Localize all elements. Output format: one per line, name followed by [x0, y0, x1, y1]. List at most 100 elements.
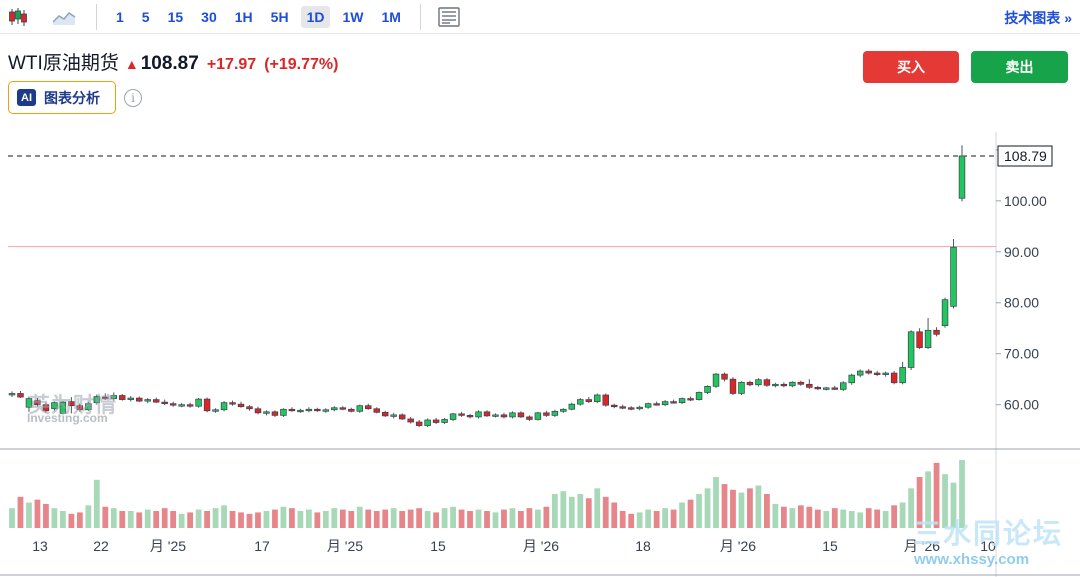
- timeframe-1h[interactable]: 1H: [234, 8, 253, 25]
- candle-body: [195, 398, 202, 407]
- candle-body: [627, 407, 635, 410]
- volume-bar: [390, 508, 397, 528]
- price-change: +17.97: [206, 56, 257, 73]
- timeframe-1m[interactable]: 1M: [381, 8, 401, 25]
- timeframe-1[interactable]: 1: [116, 8, 124, 25]
- volume-bar: [136, 512, 143, 528]
- volume-bar: [780, 506, 787, 528]
- candle-body: [492, 414, 499, 417]
- ai-badge-icon: AI: [17, 89, 36, 106]
- volume-bar: [356, 506, 363, 528]
- volume-bar: [339, 509, 346, 528]
- candle-body: [390, 414, 397, 417]
- toolbar-divider: [419, 3, 421, 30]
- volume-bar: [840, 509, 847, 528]
- timeframe-5h[interactable]: 5H: [270, 8, 289, 25]
- volume-bar: [255, 512, 261, 528]
- volume-bar: [43, 503, 49, 528]
- candle-body: [76, 405, 84, 411]
- ai-chart-analysis-button[interactable]: AI 图表分析: [8, 81, 116, 114]
- candle-body: [763, 379, 771, 386]
- technical-chart-link[interactable]: 技术图表 »: [1004, 10, 1072, 26]
- candlestick-chart-type-icon[interactable]: [4, 3, 32, 31]
- candle-body: [610, 404, 618, 408]
- timeframe-1d[interactable]: 1D: [300, 5, 331, 28]
- candle-body: [339, 407, 347, 410]
- candle-body: [356, 405, 364, 412]
- candle-body: [534, 412, 542, 420]
- candle-body: [746, 381, 754, 386]
- candle-body: [458, 413, 465, 416]
- volume-bar: [696, 494, 702, 528]
- volume-bar: [348, 511, 355, 528]
- timeframe-15[interactable]: 15: [167, 8, 184, 25]
- volume-bar: [187, 512, 194, 528]
- candle-body: [17, 393, 24, 398]
- buy-button[interactable]: 买入: [863, 51, 959, 83]
- candlesticks: [8, 145, 966, 428]
- volume-bar: [509, 508, 516, 528]
- candle-body: [670, 401, 677, 404]
- volume-bar: [399, 511, 406, 528]
- volume-bar: [831, 508, 838, 528]
- candle-body: [755, 379, 762, 386]
- volume-bar: [331, 508, 338, 528]
- volume-bar: [543, 506, 550, 528]
- candle-body: [127, 397, 134, 400]
- volume-bar: [246, 513, 253, 528]
- candle-body: [152, 399, 160, 403]
- volume-bar: [602, 496, 609, 528]
- volume-bar: [9, 508, 15, 528]
- candle-body: [186, 404, 194, 407]
- candle-body: [865, 370, 872, 374]
- candle-body: [169, 403, 177, 406]
- volume-bar: [60, 511, 66, 528]
- x-tick-label: 月 '25: [150, 538, 186, 554]
- area-chart-type-icon[interactable]: [50, 3, 78, 31]
- x-tick-label: 17: [254, 538, 270, 554]
- candle-body: [814, 386, 822, 390]
- candle-body: [704, 385, 711, 393]
- candle-body: [373, 408, 380, 413]
- volume-bar: [204, 511, 210, 528]
- sell-button[interactable]: 卖出: [971, 51, 1068, 83]
- volume-bar: [153, 511, 160, 528]
- candle-body: [594, 394, 601, 402]
- candle-body: [916, 331, 923, 348]
- instrument-header: WTI原油期货 ▲ 108.87 +17.97 (+19.77%): [8, 48, 338, 75]
- volume-bar: [704, 488, 711, 528]
- timeframe-5[interactable]: 5: [141, 8, 150, 25]
- info-icon[interactable]: i: [124, 89, 142, 107]
- candle-body: [661, 401, 669, 406]
- volume-bar: [305, 509, 312, 528]
- volume-bar: [916, 477, 923, 528]
- candle-body: [873, 372, 881, 375]
- candle-body: [958, 155, 966, 199]
- volume-bar: [289, 508, 295, 528]
- volume-bar: [797, 505, 804, 528]
- candle-body: [517, 412, 525, 418]
- candle-body: [500, 414, 508, 418]
- volume-bar: [959, 460, 965, 528]
- volume-bar: [628, 513, 635, 528]
- timeframe-1w[interactable]: 1W: [342, 8, 364, 25]
- timeframe-30[interactable]: 30: [201, 8, 217, 25]
- candle-body: [721, 373, 728, 380]
- candle-body: [398, 414, 406, 420]
- candle-body: [509, 412, 516, 418]
- candle-body: [102, 396, 109, 399]
- chart-layout-icon[interactable]: [435, 3, 463, 31]
- timeframe-list: 1 5 15 30 1H 5H 1D 1W 1M: [107, 5, 410, 28]
- volume-bar: [670, 509, 677, 528]
- candle-body: [161, 401, 168, 405]
- volume-bar: [713, 477, 719, 528]
- chart-axes: 60.0070.0080.0090.00100.00110.00108.7913…: [32, 142, 1053, 554]
- candle-body: [882, 372, 889, 375]
- volume-bar: [772, 503, 779, 528]
- y-tick-label: 80.00: [1004, 295, 1039, 311]
- chart-brand-watermark-en: Investing.com: [27, 411, 108, 425]
- candle-body: [85, 403, 92, 411]
- candle-body: [907, 331, 915, 368]
- candle-body: [381, 411, 389, 417]
